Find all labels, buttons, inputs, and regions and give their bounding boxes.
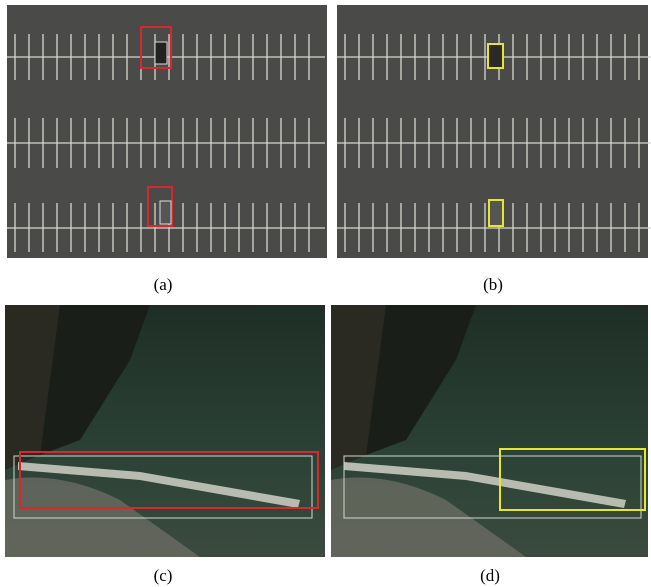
car [155, 42, 167, 64]
caption: (a) [154, 275, 173, 294]
car [160, 201, 171, 224]
panel-b [337, 5, 651, 258]
panel-c [5, 305, 325, 557]
caption: (b) [483, 275, 503, 294]
panel-d [331, 305, 648, 557]
figure: (a) (b) (c) (d) [0, 0, 651, 587]
panel-a [7, 5, 327, 258]
page: {"panels": [{"label": "(a)"}, {"label": … [0, 0, 651, 587]
caption: (c) [154, 566, 173, 585]
caption: (d) [480, 566, 500, 585]
detection-box [488, 44, 503, 68]
detection-box [489, 200, 503, 226]
